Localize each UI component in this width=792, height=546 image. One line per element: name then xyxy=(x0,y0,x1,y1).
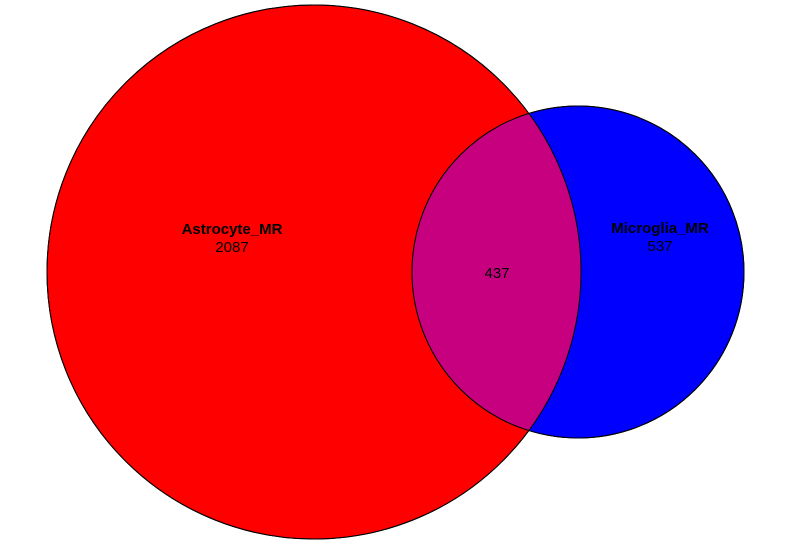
set-name-astrocyte: Astrocyte_MR xyxy=(181,221,283,238)
label-intersection: 437 xyxy=(467,265,527,283)
label-microglia: Microglia_MR 537 xyxy=(590,220,730,256)
intersection-count: 437 xyxy=(484,265,510,282)
set-count-astrocyte: 2087 xyxy=(215,239,249,256)
set-name-microglia: Microglia_MR xyxy=(611,220,709,237)
label-astrocyte: Astrocyte_MR 2087 xyxy=(160,221,304,257)
set-count-microglia: 537 xyxy=(647,238,673,255)
